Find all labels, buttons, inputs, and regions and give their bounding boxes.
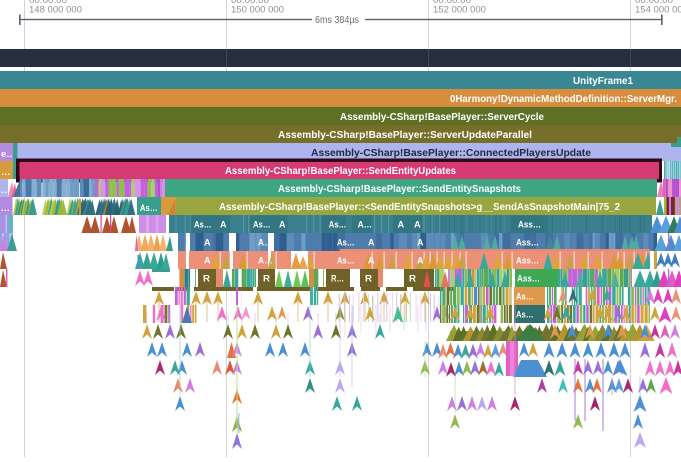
svg-text:Ass…: Ass… xyxy=(516,238,539,249)
svg-text:A: A xyxy=(204,256,211,267)
svg-text:Ass…: Ass… xyxy=(517,274,540,285)
svg-text:As…: As… xyxy=(516,310,534,321)
svg-text:Ass…: Ass… xyxy=(516,256,539,267)
svg-text:A: A xyxy=(204,238,211,249)
svg-text:As…: As… xyxy=(194,220,212,231)
svg-text:As…: As… xyxy=(253,220,271,231)
svg-text:R: R xyxy=(365,274,372,285)
svg-text:Assembly-CSharp!BasePlayer::Se: Assembly-CSharp!BasePlayer::ServerCycle xyxy=(340,111,544,123)
svg-text:As…: As… xyxy=(140,203,158,214)
svg-text:150 000 000: 150 000 000 xyxy=(231,5,284,16)
svg-text:0Harmony!DynamicMethodDefiniti: 0Harmony!DynamicMethodDefinition::Server… xyxy=(450,93,677,105)
svg-text:Assembly-CSharp!BasePlayer::Se: Assembly-CSharp!BasePlayer::ServerUpdate… xyxy=(278,129,532,141)
svg-text:…: … xyxy=(1,185,11,196)
svg-text:A: A xyxy=(368,256,375,267)
svg-text:6ms 384µs: 6ms 384µs xyxy=(315,14,359,26)
svg-text:A: A xyxy=(220,220,227,231)
svg-text:A: A xyxy=(417,256,424,267)
svg-text:152 000 000: 152 000 000 xyxy=(433,5,486,16)
svg-text:As…: As… xyxy=(516,292,534,303)
svg-text:A…: A… xyxy=(358,220,373,231)
svg-text:Assembly-CSharp!BasePlayer::Se: Assembly-CSharp!BasePlayer::SendEntityUp… xyxy=(225,165,456,177)
svg-text:A: A xyxy=(417,238,424,249)
svg-text:UnityFrame1: UnityFrame1 xyxy=(573,75,633,87)
svg-text:A…: A… xyxy=(258,256,273,267)
svg-text:Ass…: Ass… xyxy=(518,220,541,231)
svg-text:R…: R… xyxy=(331,274,344,285)
svg-text:As…: As… xyxy=(329,220,347,231)
svg-text:Assembly-CSharp!BasePlayer::Co: Assembly-CSharp!BasePlayer::ConnectedPla… xyxy=(311,147,591,159)
svg-text:154 000 000: 154 000 000 xyxy=(635,5,681,16)
svg-text:Assembly-CSharp!BasePlayer::<S: Assembly-CSharp!BasePlayer::<SendEntityS… xyxy=(219,201,620,213)
svg-text:A: A xyxy=(279,220,286,231)
svg-text:A: A xyxy=(414,220,421,231)
svg-text:R: R xyxy=(263,274,270,285)
svg-text:R: R xyxy=(409,274,416,285)
svg-text:…: … xyxy=(1,203,11,214)
svg-text:A: A xyxy=(398,220,405,231)
svg-text:148 000 000: 148 000 000 xyxy=(29,5,82,16)
svg-text:R: R xyxy=(203,274,210,285)
svg-text:Assembly-CSharp!BasePlayer::Se: Assembly-CSharp!BasePlayer::SendEntitySn… xyxy=(278,183,521,195)
svg-text:A…: A… xyxy=(258,238,273,249)
svg-text:…: … xyxy=(1,167,11,178)
svg-text:As…: As… xyxy=(337,238,355,249)
svg-text:As…: As… xyxy=(337,256,355,267)
svg-text:A: A xyxy=(368,238,375,249)
